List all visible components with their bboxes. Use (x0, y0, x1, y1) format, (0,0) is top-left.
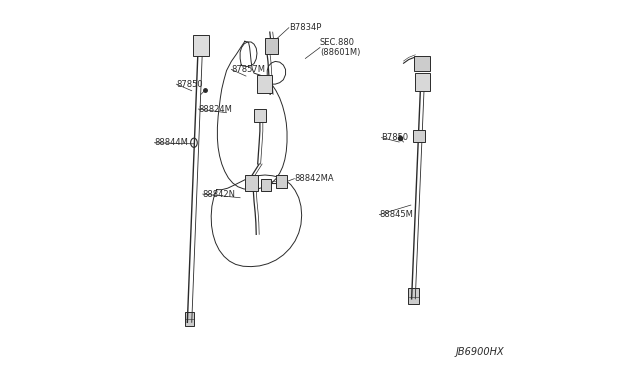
Text: B7834P: B7834P (289, 23, 321, 32)
FancyBboxPatch shape (261, 179, 271, 191)
FancyBboxPatch shape (257, 75, 272, 93)
Text: JB6900HX: JB6900HX (456, 347, 504, 357)
Text: SEC.880
(88601M): SEC.880 (88601M) (320, 38, 360, 57)
Text: 88845M: 88845M (380, 210, 413, 219)
FancyBboxPatch shape (245, 174, 259, 191)
FancyBboxPatch shape (266, 38, 278, 54)
Text: 87850: 87850 (177, 80, 203, 89)
Text: B7850: B7850 (381, 133, 409, 142)
FancyBboxPatch shape (185, 312, 195, 326)
Text: 88842MA: 88842MA (294, 174, 334, 183)
Text: 88844M: 88844M (154, 138, 188, 147)
FancyBboxPatch shape (415, 73, 429, 91)
FancyBboxPatch shape (414, 56, 430, 71)
FancyBboxPatch shape (413, 130, 425, 142)
FancyBboxPatch shape (408, 288, 419, 304)
FancyBboxPatch shape (276, 174, 287, 188)
Text: 87857M: 87857M (231, 65, 266, 74)
FancyBboxPatch shape (193, 35, 209, 56)
FancyBboxPatch shape (255, 109, 266, 122)
Text: 88824M: 88824M (198, 105, 232, 113)
Text: 88842N: 88842N (203, 190, 236, 199)
